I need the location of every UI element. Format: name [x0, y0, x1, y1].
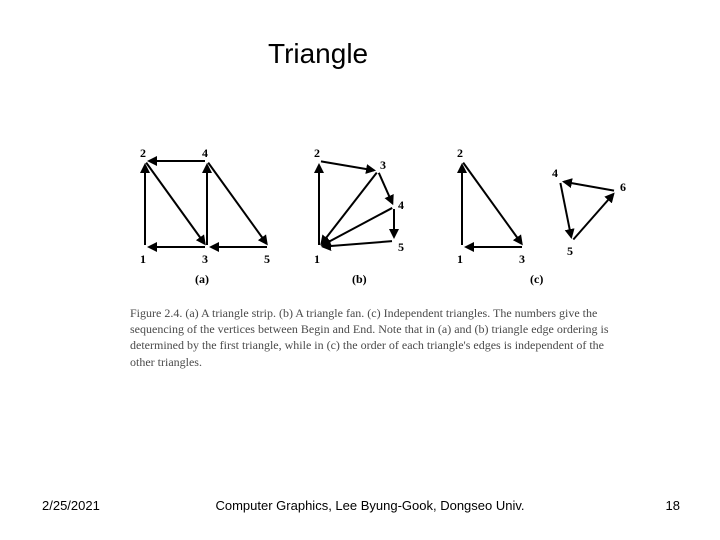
footer-date: 2/25/2021 [42, 498, 100, 513]
vertex-label: 2 [457, 146, 463, 160]
vertex-label: 1 [314, 252, 320, 266]
edge [321, 161, 374, 170]
footer-center: Computer Graphics, Lee Byung-Gook, Dongs… [180, 498, 560, 513]
edge [323, 241, 392, 247]
vertex-label: 5 [398, 240, 404, 254]
vertex-label: 3 [380, 158, 386, 172]
vertex-label: 5 [567, 244, 573, 258]
vertex-label: 3 [202, 252, 208, 266]
figure-caption: Figure 2.4. (a) A triangle strip. (b) A … [130, 305, 630, 370]
vertex-label: 4 [552, 166, 558, 180]
vertex-label: 4 [398, 198, 404, 212]
triangle-diagrams-svg: 1 2 3 4 5 (a) 1 2 3 4 5 (b) 1 2 3 4 5 6 (c) [122, 145, 640, 295]
panel-sublabel: (a) [195, 272, 209, 286]
edge [321, 173, 376, 244]
vertex-label: 1 [140, 252, 146, 266]
vertex-label: 2 [314, 146, 320, 160]
edge [463, 163, 521, 244]
page-title: Triangle [268, 38, 368, 70]
vertex-label: 5 [264, 252, 270, 266]
edge [560, 183, 571, 237]
edge [323, 208, 393, 245]
panel-sublabel: (c) [530, 272, 543, 286]
vertex-label: 6 [620, 180, 626, 194]
vertex-label: 3 [519, 252, 525, 266]
edge [564, 182, 614, 191]
panel-sublabel: (b) [352, 272, 367, 286]
vertex-label: 2 [140, 146, 146, 160]
vertex-label: 1 [457, 252, 463, 266]
edge [573, 194, 613, 239]
edge [208, 163, 266, 244]
edge [146, 163, 204, 244]
vertex-label: 4 [202, 146, 208, 160]
edge [379, 173, 393, 204]
footer-page-number: 18 [640, 498, 680, 513]
